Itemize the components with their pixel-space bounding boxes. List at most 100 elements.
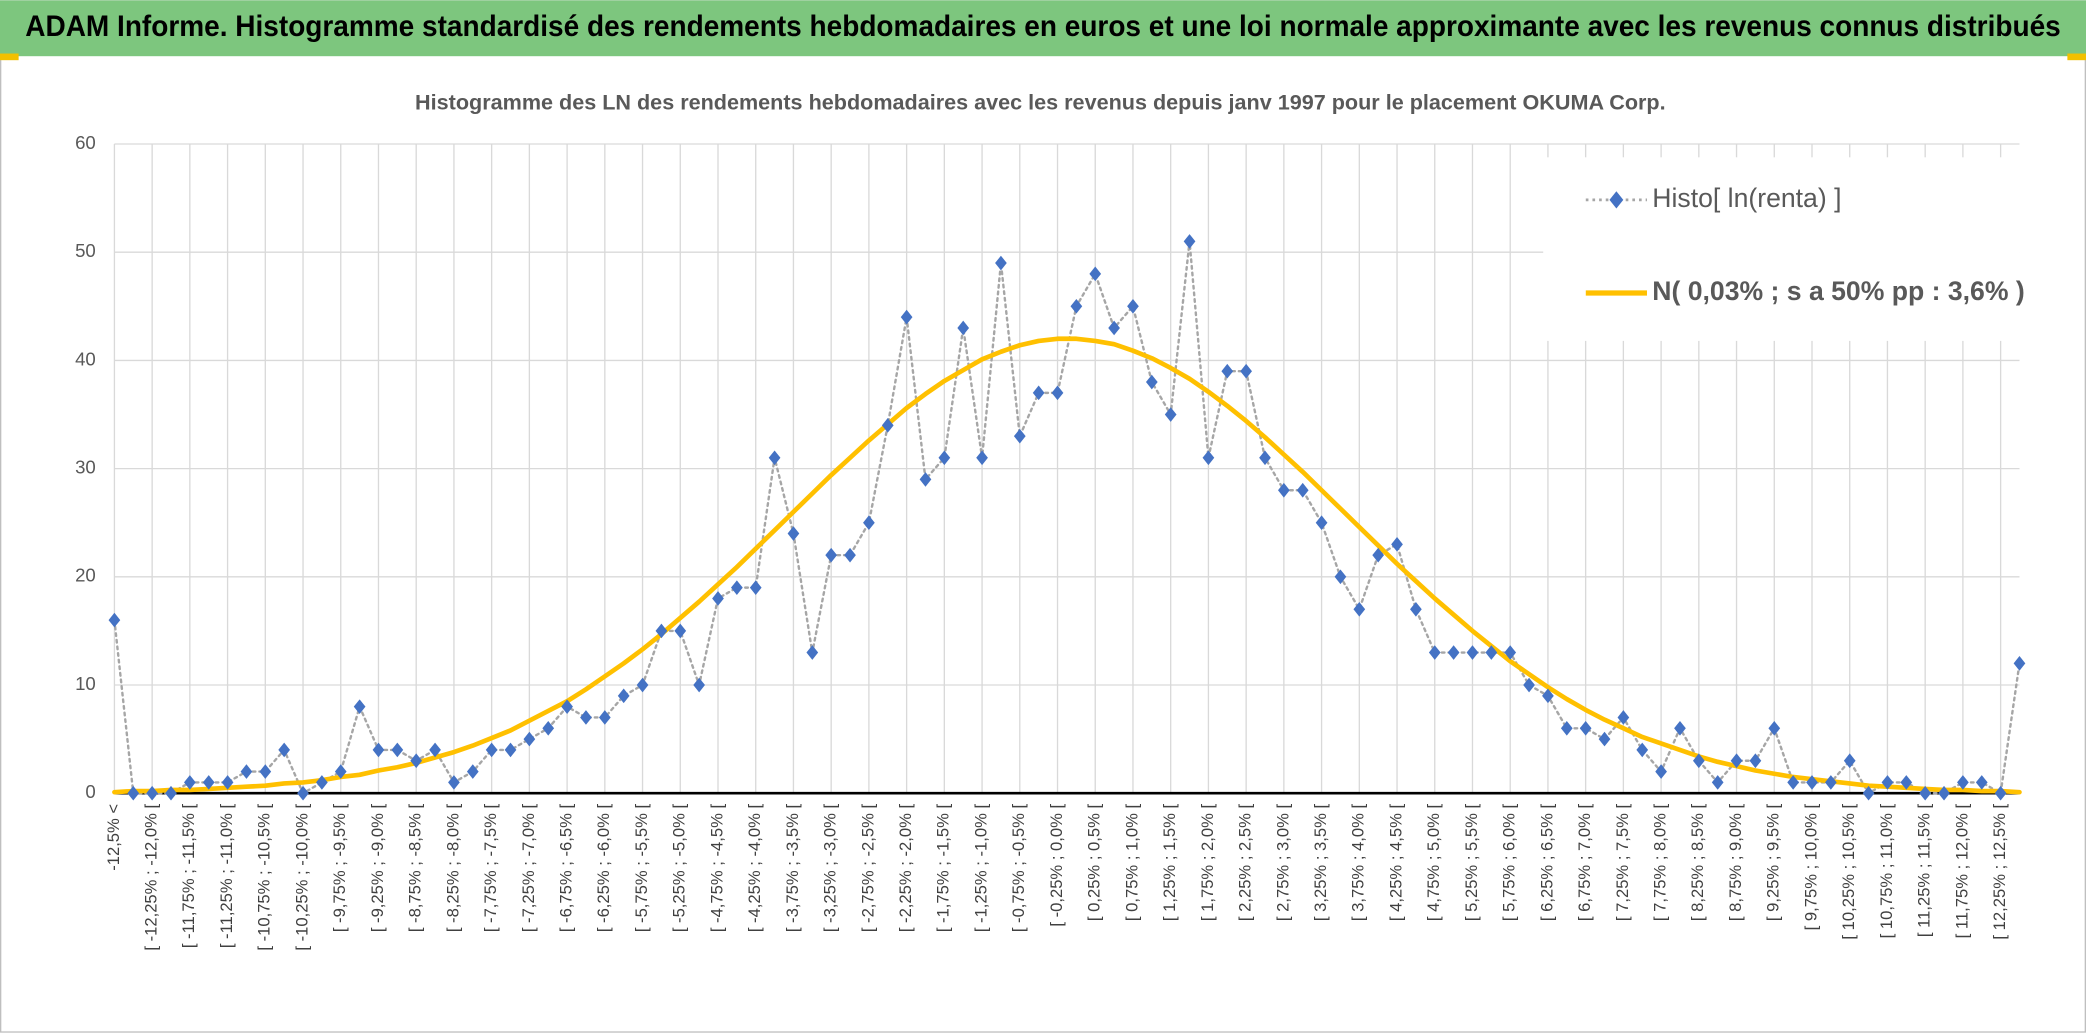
series-line [112, 336, 2022, 795]
diamond-marker [1957, 775, 1969, 790]
diamond-marker [1655, 764, 1667, 779]
x-tick-label: [ -6,25% ; -6,0% [ [594, 803, 613, 932]
diamond-marker [1466, 645, 1479, 660]
x-tick-label: [ -1,25% ; -1,0% [ [971, 803, 990, 932]
diamond-marker [693, 677, 705, 693]
diamond-marker [1579, 720, 1592, 736]
x-tick-label: [ -7,25% ; -7,0% [ [519, 803, 538, 932]
diamond-marker [1032, 385, 1045, 401]
y-tick-label: 40 [75, 348, 96, 369]
diamond-marker [1919, 785, 1932, 801]
x-tick-label: [ 12,25% ; 12,5% [ [1990, 803, 2009, 939]
diamond-marker [1391, 537, 1403, 552]
diamond-marker [1145, 374, 1158, 390]
diamond-marker [146, 785, 158, 801]
diamond-marker [1428, 645, 1441, 660]
x-tick-label: [ -9,75% ; -9,5% [ [330, 803, 349, 932]
x-tick-label: [ -7,75% ; -7,5% [ [481, 803, 500, 932]
diamond-marker [297, 785, 309, 801]
diamond-marker [1259, 450, 1271, 466]
diamond-marker [1542, 688, 1554, 704]
x-tick-label: [ 10,25% ; 10,5% [ [1839, 803, 1858, 939]
diamond-marker [636, 677, 649, 693]
diamond-marker [1334, 569, 1347, 585]
x-tick-label: [ 11,25% ; 11,5% [ [1915, 803, 1934, 937]
y-tick-label: 30 [75, 457, 96, 478]
banner-title: ADAM Informe. Histogramme standardisé de… [25, 11, 2060, 43]
diamond-marker [825, 547, 838, 563]
x-tick-label: [ 7,25% ; 7,5% [ [1613, 803, 1632, 921]
x-tick-label: [ -8,75% ; -8,5% [ [406, 803, 425, 932]
diamond-marker [1523, 677, 1535, 693]
diamond-marker [542, 720, 555, 736]
x-tick-label: [ 6,75% ; 7,0% [ [1575, 803, 1594, 921]
x-tick-label: [ -2,75% ; -2,5% [ [858, 803, 877, 932]
diamond-marker [1051, 385, 1064, 401]
diamond-marker [1749, 753, 1762, 769]
x-tick-label: [ 4,25% ; 4,5% [ [1386, 803, 1405, 921]
diamond-marker [429, 742, 441, 758]
diamond-marker [1975, 775, 1988, 790]
x-tick-label: [ -10,25% ; -10,0% [ [292, 803, 311, 950]
x-tick-label: [ 10,75% ; 11,0% [ [1877, 803, 1896, 938]
diamond-marker [995, 255, 1007, 271]
y-tick-label: 0 [85, 781, 95, 802]
diamond-marker [1862, 785, 1875, 801]
diamond-marker [1843, 753, 1856, 769]
plot [108, 234, 2026, 801]
x-tick-label: [ 2,75% ; 3,0% [ [1273, 803, 1292, 921]
diamond-marker [1410, 601, 1422, 617]
diamond-marker [749, 580, 762, 595]
diamond-marker [1730, 753, 1743, 769]
legend-marker [1609, 191, 1624, 209]
diamond-marker [221, 775, 234, 790]
x-tick-label: [ 2,25% ; 2,5% [ [1236, 803, 1255, 921]
diamond-marker [1485, 645, 1498, 660]
diamond-marker [165, 785, 177, 801]
diamond-marker [1598, 731, 1611, 747]
diamond-marker [1560, 720, 1573, 736]
x-tick-label: [ -4,75% ; -4,5% [ [707, 803, 726, 932]
diamond-marker [1089, 266, 1102, 282]
x-tick-label: [ -4,25% ; -4,0% [ [745, 803, 764, 932]
diamond-marker [259, 764, 272, 779]
diamond-marker [1202, 450, 1215, 466]
diamond-marker [1806, 775, 1818, 790]
diamond-marker [202, 775, 215, 790]
corner [0, 53, 19, 61]
x-tick-label: [ 3,25% ; 3,5% [ [1311, 803, 1330, 921]
x-tick-label: [ 1,25% ; 1,5% [ [1160, 803, 1179, 921]
diamond-marker [504, 742, 517, 758]
diamond-marker [184, 775, 196, 790]
x-tick-label: [ -2,25% ; -2,0% [ [896, 803, 915, 932]
x-tick-label: [ 5,25% ; 5,5% [ [1462, 803, 1481, 921]
diamond-marker [806, 645, 819, 660]
y-tick-label: 10 [75, 673, 96, 694]
diamond-marker [1768, 720, 1781, 736]
y-tick-label: 20 [75, 565, 96, 586]
x-tick-label: [ -6,75% ; -6,5% [ [556, 803, 575, 932]
x-tick-label: [ -3,75% ; -3,5% [ [783, 803, 802, 932]
diamond-marker [1787, 775, 1799, 790]
x-tick-label: [ 1,75% ; 2,0% [ [1198, 803, 1217, 921]
diamond-marker [976, 450, 988, 466]
x-tick-label: [ 3,75% ; 4,0% [ [1349, 803, 1368, 921]
diamond-marker [1240, 363, 1252, 379]
banner-bg [0, 0, 2086, 57]
x-tick-label: [ -0,75% ; -0,5% [ [1009, 803, 1028, 932]
x-tick-label: [ 8,25% ; 8,5% [ [1688, 803, 1707, 921]
diamond-marker [617, 688, 630, 704]
corner [2067, 53, 2086, 61]
diamond-marker [768, 450, 781, 466]
x-tick-label: [ -3,25% ; -3,0% [ [821, 803, 840, 932]
diamond-marker [1183, 234, 1196, 249]
diamond-marker [448, 775, 460, 790]
x-tick-label: [ 7,75% ; 8,0% [ [1650, 803, 1669, 921]
diamond-marker [353, 699, 366, 714]
diamond-marker [466, 764, 479, 779]
grid: 0 10 20 30 40 50 60 -12,5% < [ -12,25% ; -12,0% … [75, 132, 2020, 951]
x-tick-label: [ -9,25% ; -9,0% [ [368, 803, 387, 932]
x-tick-label: [ -0,25% ; 0,0% [ [1047, 803, 1066, 926]
y-tick-label: 50 [75, 240, 96, 261]
